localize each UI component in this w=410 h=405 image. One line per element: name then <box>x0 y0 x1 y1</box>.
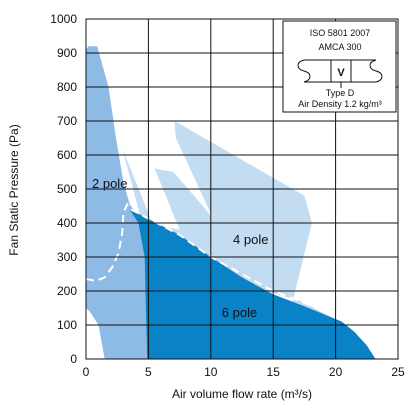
x-tick-labels: 0 5 10 15 20 25 <box>83 365 405 379</box>
y-tick-label: 300 <box>57 250 77 264</box>
y-axis-label: Fan Static Pressure (Pa) <box>7 124 21 255</box>
performance-regions <box>86 46 376 359</box>
region-6-pole <box>129 209 376 359</box>
region-2-pole <box>86 46 153 359</box>
y-tick-label: 1000 <box>50 12 77 26</box>
dashed-boundary-curve <box>86 202 343 320</box>
y-tick-label: 600 <box>57 148 77 162</box>
duct-symbol-icon <box>297 59 383 88</box>
region-labels: 2 pole 4 pole 6 pole <box>92 176 268 320</box>
y-tick-labels: 0 100 200 300 400 500 600 700 800 900 1000 <box>50 12 77 366</box>
y-tick-label: 900 <box>57 46 77 60</box>
legend-symbol: V <box>337 67 345 79</box>
x-axis-label: Air volume flow rate (m³/s) <box>172 387 312 401</box>
y-tick-label: 200 <box>57 284 77 298</box>
region-label-6-pole: 6 pole <box>222 305 257 320</box>
y-tick-label: 0 <box>70 352 77 366</box>
legend-box <box>282 20 397 113</box>
x-tick-label: 20 <box>329 365 343 379</box>
x-tick-label: 5 <box>145 365 152 379</box>
legend-line-2: AMCA 300 <box>318 42 361 52</box>
x-tick-label: 15 <box>267 365 281 379</box>
legend-line-3: Type D <box>326 88 355 98</box>
plot-frame <box>85 18 399 360</box>
x-tick-label: 0 <box>83 365 90 379</box>
legend-line-4: Air Density 1.2 kg/m³ <box>298 99 382 109</box>
x-tick-label: 10 <box>204 365 218 379</box>
dashed-curve-layer <box>86 202 343 320</box>
standard-legend: ISO 5801 2007 AMCA 300 V Type D Air Dens… <box>282 20 397 113</box>
y-tick-label: 100 <box>57 318 77 332</box>
y-tick-label: 500 <box>57 182 77 196</box>
y-tick-label: 700 <box>57 114 77 128</box>
region-4-pole <box>122 121 342 359</box>
region-label-2-pole: 2 pole <box>92 176 127 191</box>
region-label-4-pole: 4 pole <box>233 232 268 247</box>
legend-line-1: ISO 5801 2007 <box>310 28 371 38</box>
x-tick-label: 25 <box>391 365 405 379</box>
y-tick-label: 800 <box>57 80 77 94</box>
y-tick-label: 400 <box>57 216 77 230</box>
